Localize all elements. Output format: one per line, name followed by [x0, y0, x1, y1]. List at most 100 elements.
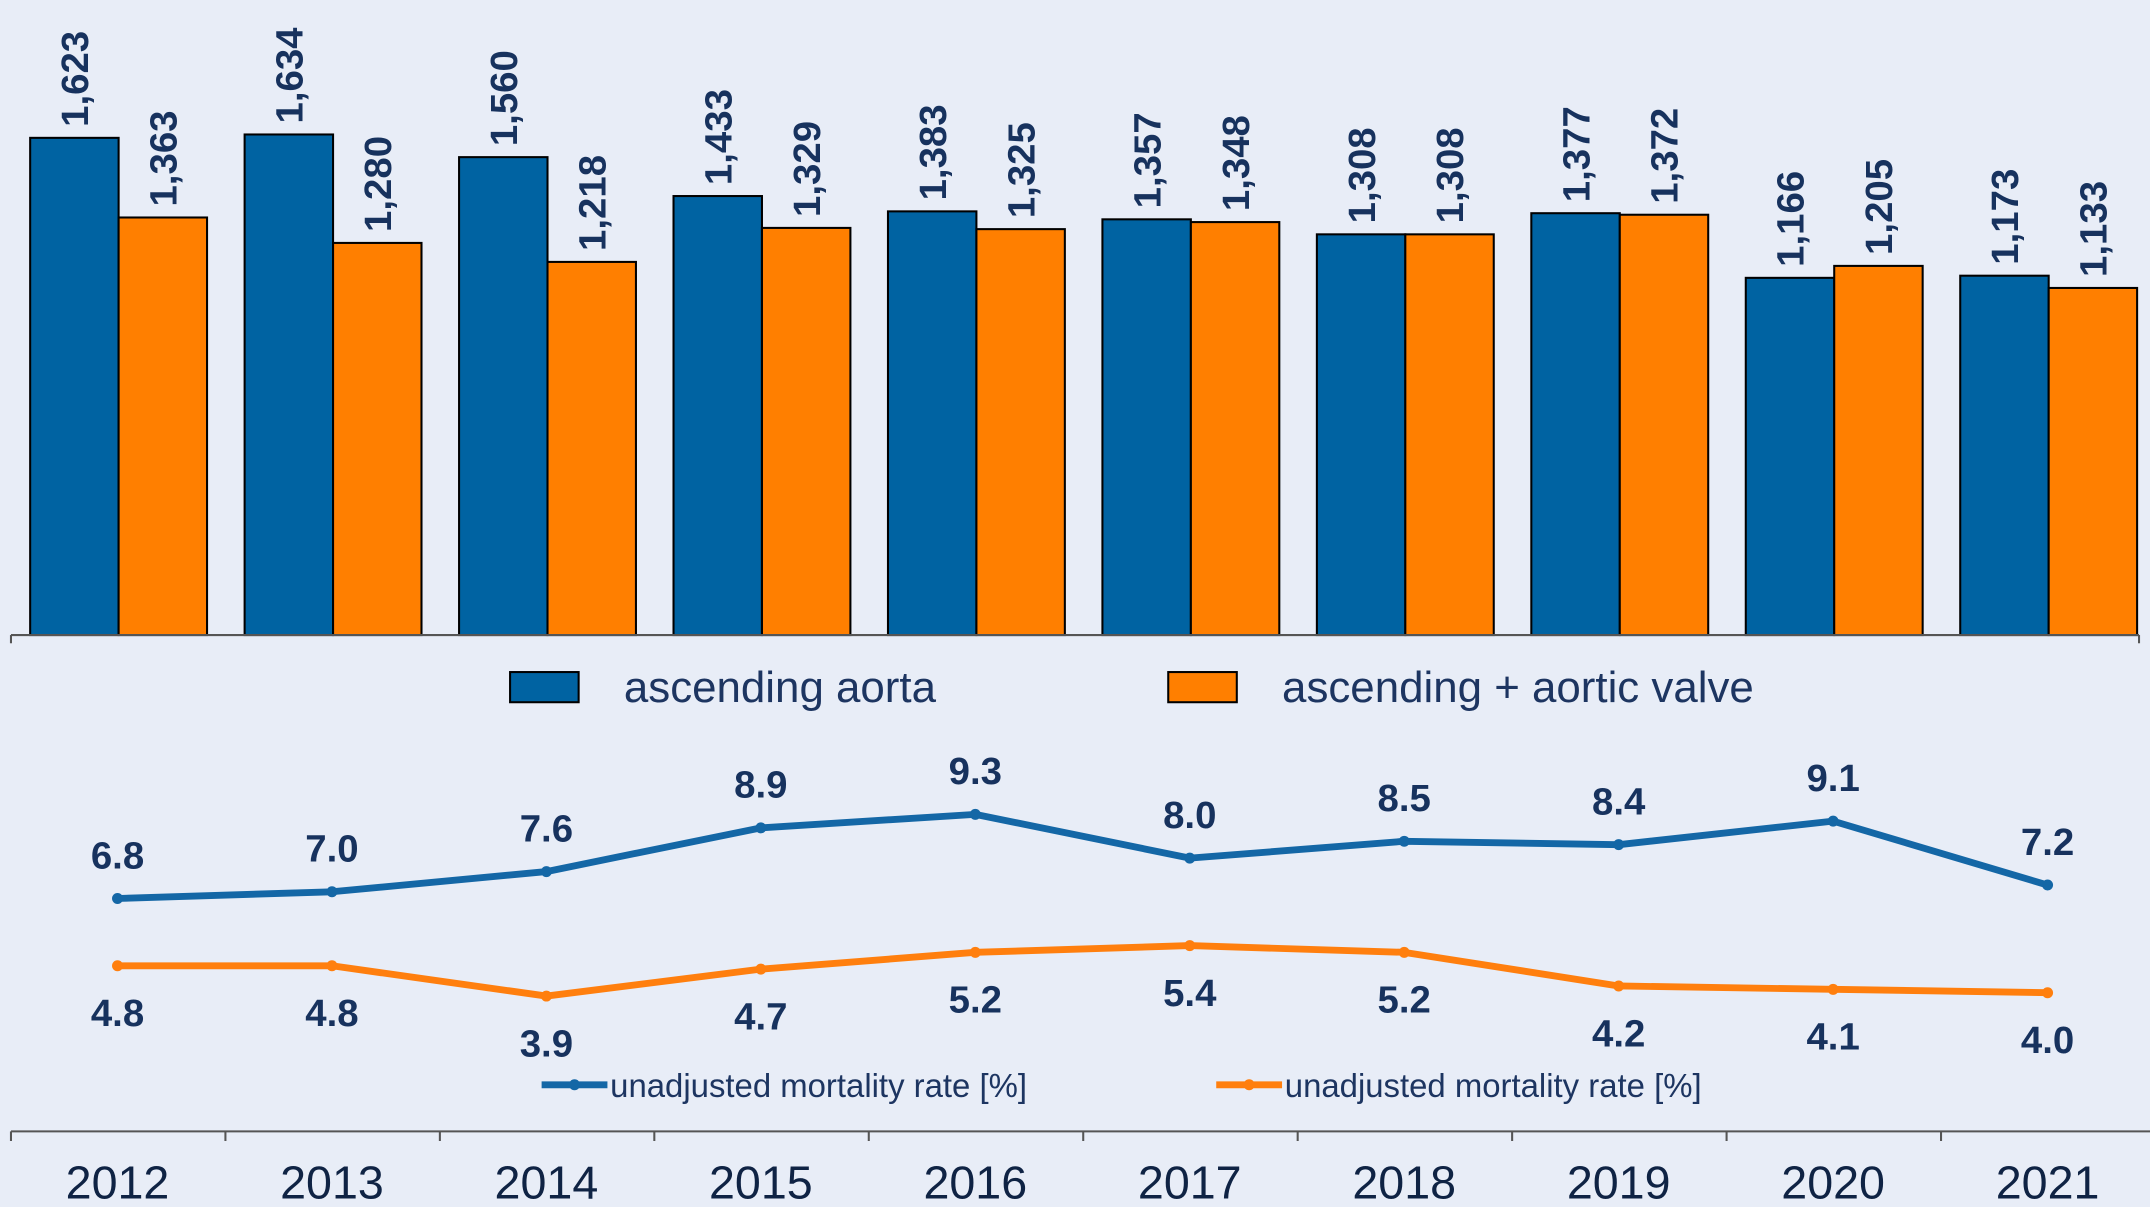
- data-label: 5.2: [1378, 979, 1431, 1022]
- point: [326, 960, 338, 972]
- legend-label: ascending aorta: [624, 663, 937, 712]
- data-label: 4.8: [91, 992, 144, 1035]
- x-tick-label: 2012: [66, 1157, 170, 1207]
- point: [540, 990, 552, 1002]
- bar: [1404, 233, 1495, 637]
- data-label: 1,634: [269, 27, 312, 124]
- legend-label: ascending + aortic valve: [1282, 663, 1754, 712]
- data-label: 1,205: [1858, 159, 1901, 255]
- data-label: 9.3: [949, 750, 1002, 793]
- bar: [1189, 221, 1281, 637]
- legend-label: unadjusted mortality rate [%]: [610, 1067, 1027, 1104]
- data-label: 6.8: [91, 834, 144, 877]
- data-label: 1,357: [1126, 112, 1169, 208]
- point: [1613, 839, 1625, 851]
- x-tick-label: 2021: [1996, 1157, 2100, 1207]
- bar: [332, 241, 423, 637]
- data-label: 8.4: [1592, 780, 1646, 823]
- x-tick-label: 2020: [1781, 1157, 1885, 1207]
- data-label: 8.9: [734, 764, 787, 807]
- bar: [1618, 213, 1710, 637]
- data-label: 1,433: [697, 89, 740, 185]
- data-label: 7.2: [2021, 821, 2074, 864]
- point: [540, 866, 552, 878]
- point: [1613, 980, 1625, 992]
- x-tick-label: 2016: [923, 1157, 1027, 1207]
- x-tick-label: 2019: [1567, 1157, 1671, 1207]
- data-label: 9.1: [1806, 757, 1859, 800]
- point: [112, 893, 123, 904]
- data-label: 3.9: [520, 1022, 573, 1065]
- x-tick-label: 2018: [1352, 1157, 1456, 1207]
- bar: [760, 226, 852, 637]
- point: [1827, 983, 1839, 995]
- x-tick-label: 2017: [1138, 1157, 1242, 1207]
- point: [1184, 852, 1196, 864]
- bar: [458, 156, 549, 637]
- legend-label: unadjusted mortality rate [%]: [1285, 1067, 1702, 1104]
- line: [117, 942, 2048, 1000]
- x-tick-label: 2013: [280, 1157, 384, 1207]
- data-label: 1,218: [571, 155, 614, 251]
- data-label: 1,560: [483, 50, 526, 146]
- point: [1827, 815, 1839, 827]
- point: [1398, 946, 1410, 958]
- point: [969, 808, 981, 820]
- legend-swatch: [509, 671, 580, 704]
- bar: [1315, 233, 1407, 637]
- data-label: 1,308: [1429, 127, 1472, 223]
- bar: [886, 210, 978, 637]
- bar: [1101, 218, 1192, 637]
- line: [117, 810, 2049, 902]
- bar: [1530, 212, 1621, 637]
- bar: [117, 216, 209, 637]
- legend-swatch: [1167, 671, 1238, 704]
- data-label: 1,377: [1555, 106, 1598, 202]
- data-label: 8.0: [1163, 794, 1216, 837]
- bar: [1744, 276, 1836, 637]
- data-label: 1,133: [2073, 181, 2116, 277]
- point: [755, 822, 767, 834]
- bar: [243, 133, 335, 637]
- data-label: 1,348: [1215, 115, 1258, 211]
- data-label: 5.4: [1163, 972, 1217, 1015]
- point: [2042, 987, 2054, 999]
- data-label: 7.6: [520, 807, 573, 850]
- data-label: 1,173: [1984, 169, 2027, 265]
- point: [969, 946, 981, 958]
- data-label: 1,280: [357, 136, 400, 232]
- point: [326, 886, 338, 898]
- data-label: 1,372: [1644, 108, 1687, 204]
- point: [2042, 879, 2054, 891]
- point: [1184, 940, 1196, 952]
- legend-marker: [1243, 1079, 1255, 1091]
- data-label: 1,329: [786, 121, 829, 217]
- data-label: 1,308: [1341, 127, 1384, 223]
- x-tick-label: 2014: [495, 1157, 599, 1207]
- data-label: 5.2: [949, 979, 1002, 1022]
- bar: [29, 136, 120, 637]
- bar: [672, 195, 763, 637]
- x-tick-label: 2015: [709, 1157, 813, 1207]
- data-label: 7.0: [305, 828, 358, 871]
- bar: [2047, 286, 2139, 637]
- data-label: 8.5: [1378, 777, 1431, 820]
- bar: [975, 228, 1066, 637]
- data-label: 4.1: [1806, 1016, 1859, 1059]
- data-label: 1,325: [1000, 122, 1043, 218]
- point: [755, 963, 767, 975]
- data-label: 1,166: [1770, 171, 1813, 267]
- data-label: 4.8: [305, 992, 358, 1035]
- legend-marker: [569, 1079, 581, 1091]
- point: [112, 960, 123, 972]
- bar: [546, 260, 637, 637]
- data-label: 1,363: [143, 110, 186, 206]
- bar: [1959, 274, 2050, 637]
- data-label: 4.2: [1592, 1012, 1645, 1055]
- data-label: 4.7: [734, 995, 787, 1038]
- data-label: 1,383: [912, 104, 955, 200]
- point: [1398, 835, 1410, 847]
- bar: [1833, 264, 1924, 637]
- data-label: 4.0: [2021, 1019, 2074, 1062]
